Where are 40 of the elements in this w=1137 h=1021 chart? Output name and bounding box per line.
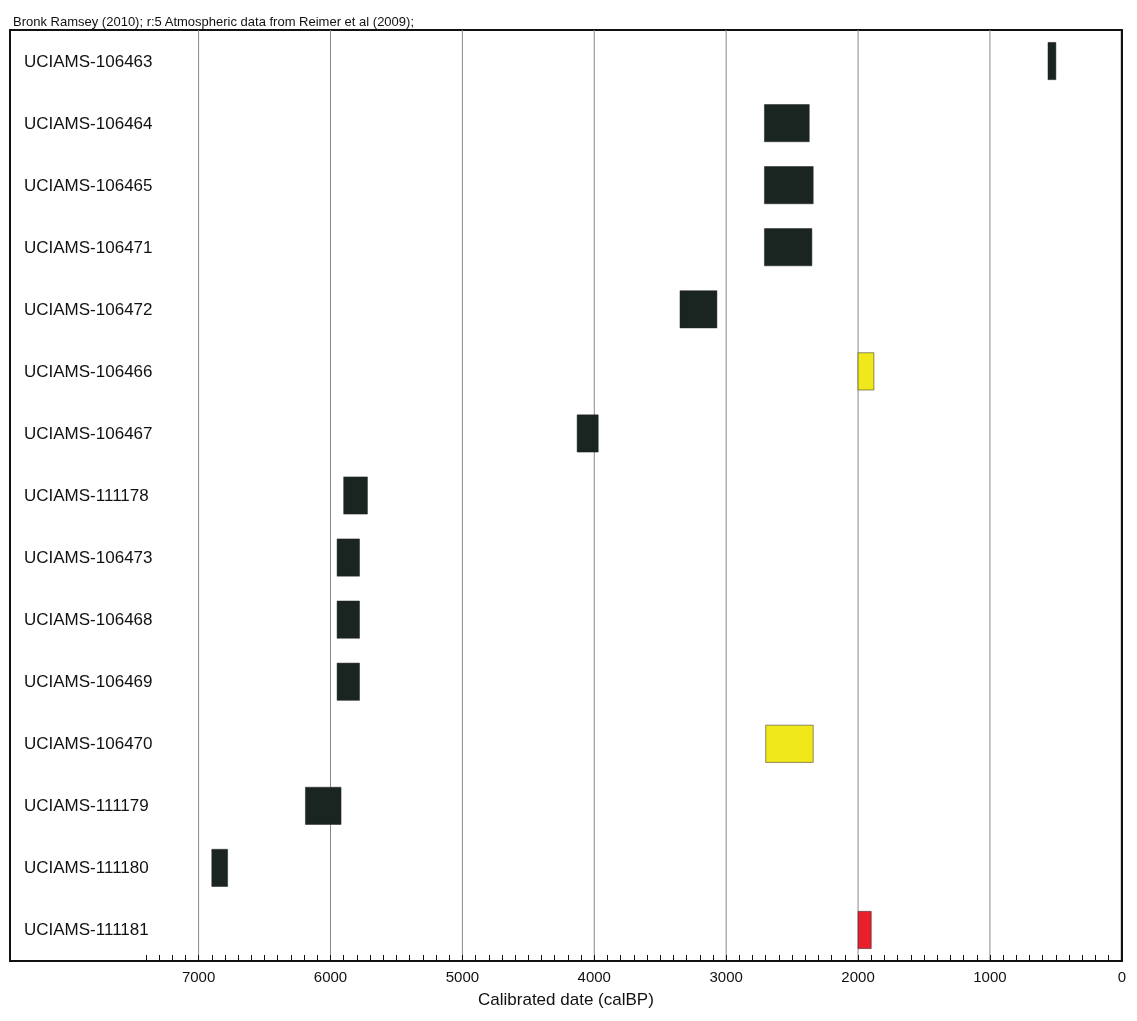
y-tick-label: UCIAMS-106473 — [24, 548, 153, 568]
bar — [764, 166, 814, 205]
y-tick-label: UCIAMS-106472 — [24, 299, 153, 319]
y-tick-label: UCIAMS-106470 — [24, 734, 153, 754]
x-tick-label: 1000 — [973, 968, 1007, 985]
y-tick-label: UCIAMS-106463 — [24, 51, 153, 71]
bar — [211, 849, 228, 887]
x-axis-title: Calibrated date (calBP) — [478, 990, 654, 1009]
y-tick-label: UCIAMS-106467 — [24, 423, 153, 443]
bar — [857, 352, 875, 391]
y-tick-label: UCIAMS-111179 — [24, 796, 149, 816]
x-tick-label: 7000 — [181, 968, 216, 985]
x-tick-label: 6000 — [313, 968, 348, 985]
x-tick-label: 0 — [1117, 968, 1126, 985]
bar — [857, 911, 872, 949]
bar — [764, 228, 813, 267]
y-tick-label: UCIAMS-106466 — [24, 361, 153, 381]
bar — [679, 290, 718, 329]
bar — [576, 414, 599, 453]
bar — [765, 724, 814, 763]
x-tick-label: 4000 — [577, 968, 611, 985]
bar — [336, 600, 360, 639]
bar — [336, 538, 360, 577]
bar — [1047, 42, 1057, 80]
y-tick-label: UCIAMS-106465 — [24, 175, 153, 195]
y-tick-label: UCIAMS-111180 — [24, 858, 149, 878]
y-tick-label: UCIAMS-106464 — [24, 113, 153, 133]
x-tick-label: 2000 — [841, 968, 875, 985]
bar — [764, 104, 810, 142]
y-tick-label: UCIAMS-111181 — [24, 920, 149, 940]
y-tick-label: UCIAMS-111178 — [24, 486, 149, 505]
x-tick-label: 5000 — [445, 968, 480, 985]
bar — [305, 786, 342, 825]
y-tick-label: UCIAMS-106471 — [24, 237, 153, 257]
x-tick-label: 3000 — [709, 968, 743, 985]
bar — [336, 662, 360, 701]
chart-title: Bronk Ramsey (2010); r:5 Atmospheric data from Reimer et al (2009); — [13, 14, 414, 29]
bar — [343, 476, 368, 515]
y-tick-label: UCIAMS-106469 — [24, 672, 153, 692]
y-tick-label: UCIAMS-106468 — [24, 610, 153, 630]
